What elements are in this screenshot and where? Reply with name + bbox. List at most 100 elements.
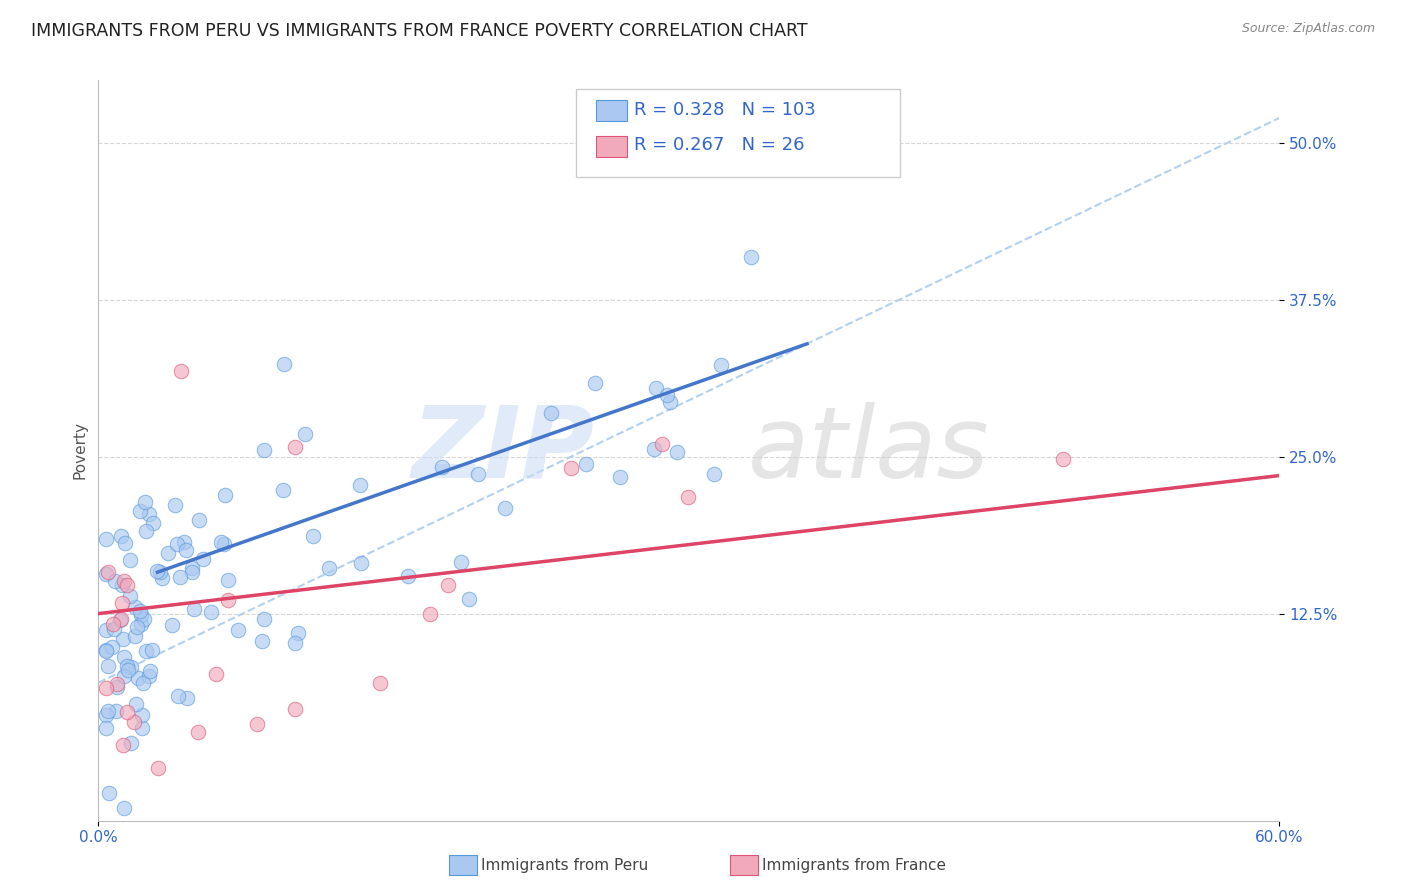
Point xyxy=(180,561,202,575)
Point xyxy=(436,578,458,592)
Point xyxy=(105,677,128,691)
Point xyxy=(111,596,134,610)
Point xyxy=(665,444,688,458)
Point xyxy=(108,613,131,627)
Point xyxy=(284,635,307,649)
Point xyxy=(166,690,188,704)
Point xyxy=(318,561,340,575)
Point xyxy=(138,665,160,679)
Point xyxy=(96,681,118,695)
Point xyxy=(368,676,391,690)
Point xyxy=(209,535,232,549)
Point xyxy=(120,590,142,604)
Point xyxy=(212,537,235,551)
Point xyxy=(124,629,146,643)
Point xyxy=(575,457,598,471)
Point xyxy=(655,387,678,401)
Point xyxy=(301,529,323,543)
Point xyxy=(494,500,516,515)
Point xyxy=(110,529,132,543)
Text: ZIP: ZIP xyxy=(412,402,595,499)
Point xyxy=(105,680,128,694)
Point xyxy=(111,739,134,753)
Point xyxy=(271,483,294,498)
Point xyxy=(457,591,479,606)
Point xyxy=(134,612,156,626)
Point xyxy=(122,714,145,729)
Point xyxy=(131,708,153,723)
Point xyxy=(138,669,160,683)
Point xyxy=(676,490,699,504)
Text: R = 0.328   N = 103: R = 0.328 N = 103 xyxy=(634,101,815,119)
Text: Source: ZipAtlas.com: Source: ZipAtlas.com xyxy=(1241,22,1375,36)
Point xyxy=(609,470,631,484)
Point xyxy=(96,644,118,658)
Point xyxy=(141,642,163,657)
Point xyxy=(129,604,152,618)
Point xyxy=(651,436,673,450)
Point xyxy=(214,488,236,502)
Point xyxy=(710,358,733,372)
Point xyxy=(191,552,214,566)
Point xyxy=(253,443,276,458)
Point xyxy=(117,659,139,673)
Point xyxy=(125,620,148,634)
Point xyxy=(96,623,118,637)
Point xyxy=(200,606,222,620)
Y-axis label: Poverty: Poverty xyxy=(72,421,87,480)
Point xyxy=(134,495,156,509)
Point xyxy=(183,602,205,616)
Point xyxy=(450,555,472,569)
Point xyxy=(169,570,191,584)
Point xyxy=(287,626,309,640)
Point xyxy=(180,565,202,579)
Point xyxy=(103,622,125,636)
Point xyxy=(205,666,228,681)
Point xyxy=(96,708,118,723)
Point xyxy=(643,442,665,457)
Point xyxy=(174,543,197,558)
Point xyxy=(583,376,606,390)
Point xyxy=(160,618,183,632)
Point xyxy=(226,623,249,637)
Point xyxy=(349,478,371,492)
Point xyxy=(166,536,188,550)
Point xyxy=(294,427,316,442)
Point xyxy=(128,504,150,518)
Point xyxy=(138,508,160,522)
Point xyxy=(111,578,134,592)
Point xyxy=(467,467,489,481)
Point xyxy=(118,553,141,567)
Point xyxy=(146,564,169,578)
Point xyxy=(105,705,128,719)
Point xyxy=(253,612,276,626)
Point xyxy=(96,721,118,735)
Point xyxy=(96,567,118,582)
Point xyxy=(135,524,157,539)
Point xyxy=(127,671,149,685)
Point xyxy=(101,640,124,654)
Point xyxy=(120,736,142,750)
Point xyxy=(150,571,173,585)
Point xyxy=(112,669,135,683)
Point xyxy=(112,574,135,588)
Point xyxy=(149,566,172,580)
Point xyxy=(114,536,136,550)
Point xyxy=(217,593,239,607)
Text: Immigrants from Peru: Immigrants from Peru xyxy=(481,858,648,872)
Point xyxy=(97,659,120,673)
Point xyxy=(101,617,124,632)
Point xyxy=(156,546,179,560)
Point xyxy=(96,643,118,657)
Point xyxy=(740,250,762,264)
Point xyxy=(658,394,681,409)
Point xyxy=(97,704,120,718)
Point xyxy=(120,660,142,674)
Point xyxy=(1052,452,1074,467)
Point xyxy=(129,616,152,631)
Point xyxy=(104,574,127,588)
Point xyxy=(112,801,135,815)
Point xyxy=(129,607,152,622)
Point xyxy=(396,569,419,583)
Point xyxy=(115,577,138,591)
